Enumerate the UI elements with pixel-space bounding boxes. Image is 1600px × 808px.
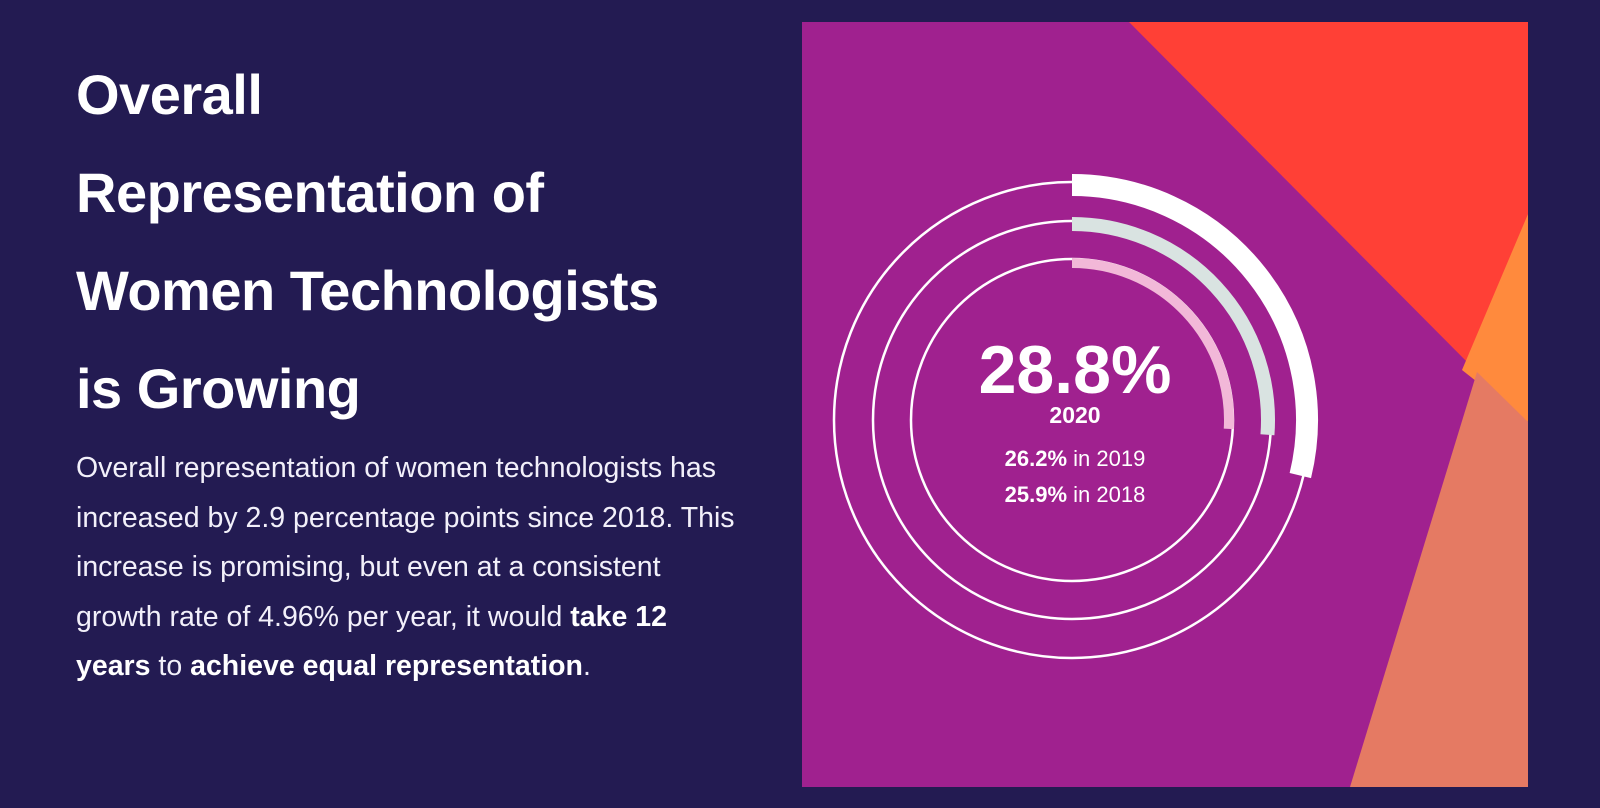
legend-2019: 26.2% in 2019 bbox=[1005, 446, 1146, 471]
description-bold-years: take 12 years bbox=[76, 600, 667, 683]
title-line-3: Women Technologists bbox=[76, 259, 659, 322]
title-line-4: is Growing bbox=[76, 357, 361, 420]
legend-2018-year: in 2018 bbox=[1067, 482, 1145, 507]
title-line-2: Representation of bbox=[76, 161, 544, 224]
legend-2019-value: 26.2% bbox=[1005, 446, 1067, 471]
legend-2018-value: 25.9% bbox=[1005, 482, 1067, 507]
accent-shape-orange bbox=[1462, 214, 1528, 422]
accent-shape-red bbox=[1129, 22, 1528, 372]
bar-2018 bbox=[1071, 258, 1234, 430]
main-year-label: 2020 bbox=[1049, 402, 1100, 428]
description-text-3: . bbox=[582, 650, 591, 682]
page-title: Overall Representation of Women Technolo… bbox=[76, 46, 736, 438]
description-paragraph: Overall representation of women technolo… bbox=[76, 444, 736, 692]
bar-2020 bbox=[1071, 174, 1318, 479]
chart-rings bbox=[832, 174, 1318, 660]
chart-panel: 28.8% 2020 26.2% in 2019 25.9% in 2018 bbox=[802, 22, 1528, 787]
description-bold-equal: achieve equal representation bbox=[190, 650, 583, 682]
accent-shape-salmon bbox=[1350, 372, 1528, 787]
title-line-1: Overall bbox=[76, 63, 263, 126]
legend-2018: 25.9% in 2018 bbox=[1005, 482, 1146, 507]
legend-2019-year: in 2019 bbox=[1067, 446, 1145, 471]
radial-chart-svg: 28.8% 2020 26.2% in 2019 25.9% in 2018 bbox=[802, 22, 1528, 787]
text-column: Overall Representation of Women Technolo… bbox=[76, 46, 736, 692]
bar-2019 bbox=[1071, 217, 1275, 436]
description-text-1: Overall representation of women technolo… bbox=[76, 452, 735, 633]
main-value-label: 28.8% bbox=[979, 332, 1172, 408]
description-text-2: to bbox=[150, 650, 191, 682]
